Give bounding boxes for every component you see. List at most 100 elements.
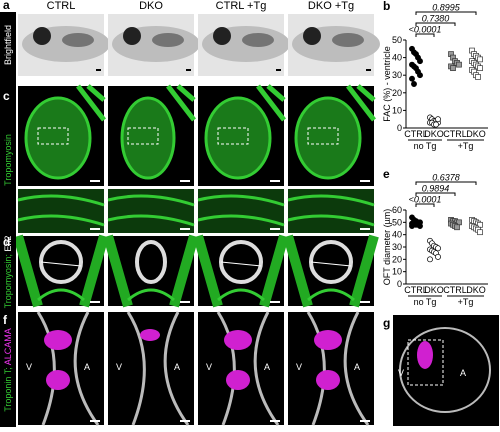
- eye: [33, 27, 51, 45]
- scale-bar: [270, 301, 280, 303]
- p-value: 0.9894: [422, 184, 450, 194]
- myocardium-stain: [126, 311, 190, 426]
- column-header: CTRL: [47, 0, 76, 12]
- row-label-part: ALCAMA: [3, 328, 13, 365]
- row-label: Tropomyosin; En2: [3, 236, 13, 309]
- heart-stain: [204, 96, 272, 180]
- scale-bar: [270, 180, 280, 182]
- inset-fibers: [287, 194, 375, 227]
- y-tick-label: 0: [397, 279, 402, 289]
- p-value: <0.0001: [409, 25, 442, 35]
- panel-label: c: [3, 89, 10, 103]
- comparison-bracket: [415, 181, 477, 185]
- scale-bar: [186, 69, 191, 71]
- row-label-part: Troponin T;: [3, 367, 13, 412]
- data-point: [477, 56, 483, 63]
- panel-label: a: [3, 0, 10, 12]
- data-point: [433, 121, 439, 128]
- scale-bar: [90, 180, 100, 182]
- muscle-stain: [283, 234, 379, 308]
- row-label: Troponin T; ALCAMA: [3, 328, 13, 412]
- y-tick-label: 40: [392, 53, 402, 63]
- chamber-label: V: [398, 368, 404, 378]
- data-point: [435, 116, 441, 123]
- scale-bar: [90, 228, 100, 230]
- y-tick-label: 20: [392, 88, 402, 98]
- data-point: [417, 72, 423, 79]
- data-point: [411, 81, 417, 87]
- inset-box: [307, 127, 339, 145]
- p-value: 0.8995: [432, 3, 461, 13]
- data-point: [427, 256, 433, 263]
- y-tick-label: 0: [397, 123, 402, 133]
- inset-box: [407, 339, 444, 386]
- row-label-part: En2: [3, 236, 13, 252]
- scale-bar: [180, 228, 190, 230]
- y-tick-label: 50: [392, 217, 402, 227]
- comparison-bracket: [415, 203, 435, 207]
- data-point: [417, 58, 423, 65]
- group-label: +Tg: [458, 297, 474, 307]
- p-value: 0.7380: [422, 14, 450, 24]
- chamber-label: V: [116, 362, 122, 372]
- group-label: +Tg: [458, 141, 474, 151]
- panel-label: g: [383, 316, 390, 330]
- y-tick-label: 50: [392, 35, 402, 45]
- muscle-stain: [256, 84, 286, 122]
- vessel-stain: [127, 288, 175, 302]
- y-tick-label: 30: [392, 242, 402, 252]
- y-tick-label: 60: [392, 205, 402, 215]
- scale-bar: [270, 228, 280, 230]
- data-point: [454, 224, 460, 231]
- scale-bar: [276, 69, 281, 71]
- valve-stain: [44, 330, 72, 350]
- comparison-bracket: [415, 33, 435, 37]
- pigment: [152, 33, 184, 47]
- vessel-stain: [217, 288, 265, 302]
- row-label-part: Tropomyosin: [3, 134, 13, 186]
- vessel-stain: [307, 288, 355, 302]
- valve-stain: [316, 370, 340, 390]
- scale-bar: [180, 180, 190, 182]
- chamber-label: A: [354, 362, 360, 372]
- data-point: [417, 223, 423, 229]
- group-label: no Tg: [414, 297, 437, 307]
- chamber-label: A: [460, 368, 466, 378]
- data-point: [435, 253, 441, 260]
- pigment: [242, 33, 274, 47]
- heart-stain: [24, 96, 92, 180]
- data-point: [475, 74, 481, 80]
- myocardium-stain: [306, 311, 370, 426]
- eye: [213, 27, 231, 45]
- muscle-stain: [193, 234, 289, 308]
- muscle-stain: [13, 234, 109, 308]
- oft-ring: [135, 240, 167, 284]
- y-axis-label: FAC (%) - ventricle: [382, 46, 392, 122]
- panel-label: e: [383, 167, 390, 181]
- x-tick-label: DKO: [424, 285, 444, 295]
- scale-bar: [270, 420, 280, 422]
- x-tick-label: CTRL: [404, 129, 428, 139]
- heart-outline: [399, 327, 491, 413]
- comparison-bracket: [415, 22, 456, 26]
- p-value: <0.0001: [409, 195, 442, 205]
- y-tick-label: 10: [392, 105, 402, 115]
- y-tick-label: 30: [392, 70, 402, 80]
- data-point: [435, 245, 441, 252]
- pigment: [62, 33, 94, 47]
- myocardium-stain: [36, 311, 100, 426]
- column-header: DKO +Tg: [308, 0, 354, 12]
- y-tick-label: 20: [392, 254, 402, 264]
- data-point: [456, 61, 462, 68]
- x-tick-label: DKO: [466, 285, 486, 295]
- myocardium-stain: [216, 311, 280, 426]
- muscle-stain: [76, 84, 106, 122]
- scale-bar: [360, 301, 370, 303]
- row-label-part: Tropomyosin;: [3, 254, 13, 308]
- image-tiles: V A V A V A V AV A: [13, 14, 499, 426]
- diameter-line: [40, 261, 82, 267]
- diameter-line: [310, 261, 352, 267]
- muscle-stain: [346, 84, 376, 122]
- scale-bar: [90, 420, 100, 422]
